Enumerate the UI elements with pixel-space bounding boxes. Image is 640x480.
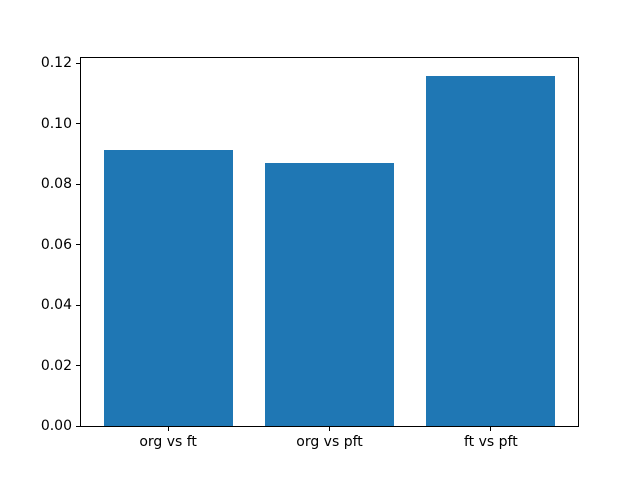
x-axis-tick xyxy=(167,427,169,431)
x-tick-label: org vs ft xyxy=(139,434,197,450)
y-axis-tick xyxy=(76,62,80,64)
bar-ft-vs-pft xyxy=(426,75,556,426)
y-tick-label: 0.12 xyxy=(40,55,72,72)
y-tick-label: 0.00 xyxy=(40,418,72,434)
y-axis-tick xyxy=(76,244,80,246)
bar-org-vs-ft xyxy=(103,149,233,426)
y-tick-label: 0.04 xyxy=(40,297,72,314)
y-axis-tick xyxy=(76,123,80,125)
y-tick-label: 0.08 xyxy=(40,176,72,193)
y-axis-tick xyxy=(76,183,80,185)
x-axis-tick xyxy=(329,427,330,431)
bar-org-vs-pft xyxy=(264,162,395,426)
y-tick-label: 0.10 xyxy=(40,115,72,132)
x-tick-label: ft vs pft xyxy=(464,434,518,450)
y-tick-label: 0.02 xyxy=(40,357,72,374)
x-axis-tick xyxy=(490,427,492,431)
y-axis-tick xyxy=(76,425,80,427)
plot-area: 0.00 0.02 0.04 0.06 0.08 0.10 0.12 org vs ft org… xyxy=(41,56,579,449)
x-tick-label: org vs pft xyxy=(296,434,363,450)
y-axis-tick xyxy=(76,365,80,367)
y-axis-tick xyxy=(76,304,80,306)
y-tick-label: 0.06 xyxy=(40,236,72,253)
